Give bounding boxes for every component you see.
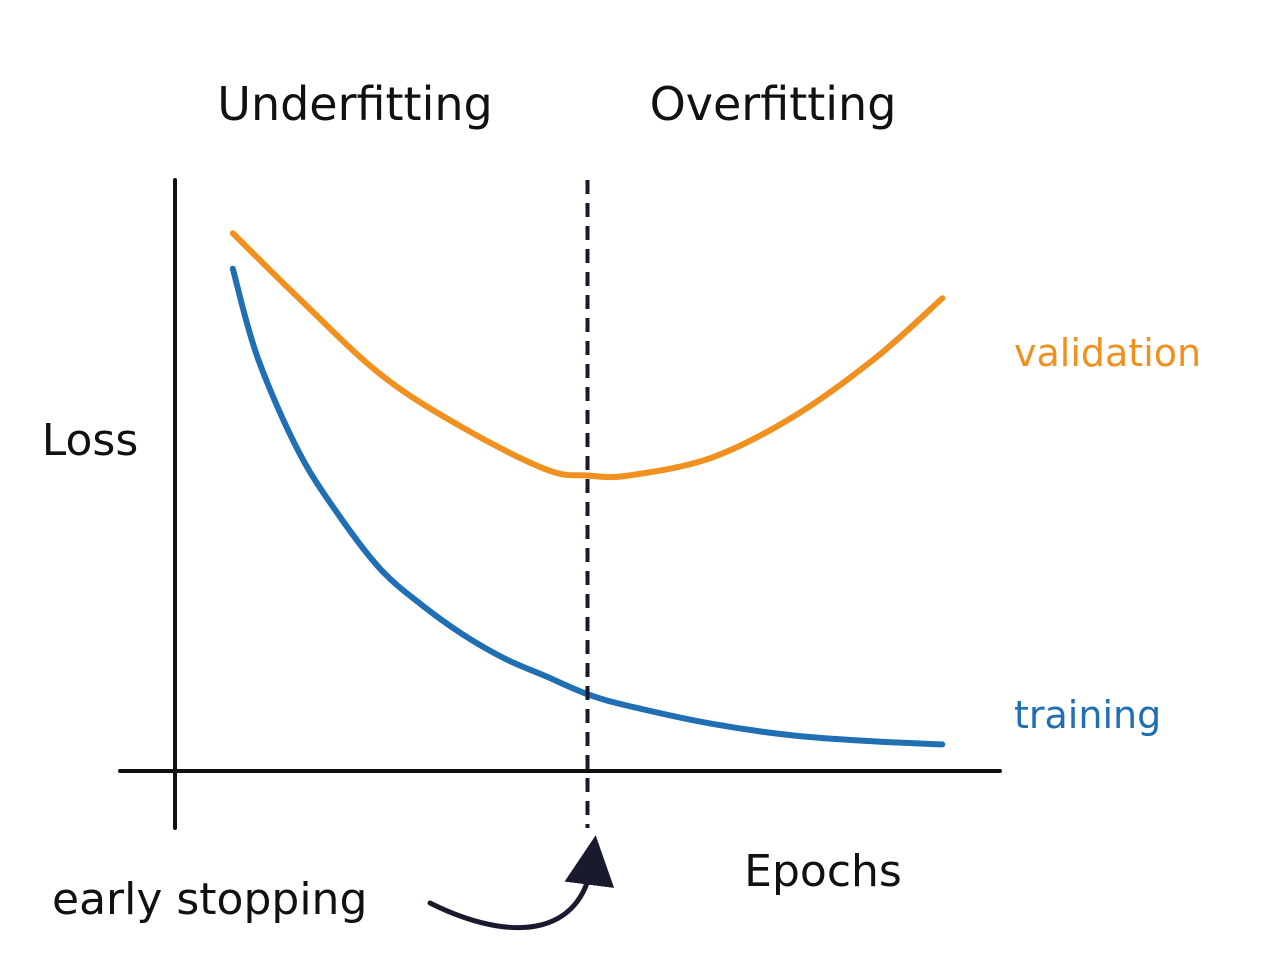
series-label-training: training [1014, 693, 1161, 737]
early-stopping-arrow [427, 835, 615, 931]
series-line-validation [229, 230, 946, 481]
series-line-training [229, 265, 946, 748]
x-axis-label: Epochs [744, 846, 902, 897]
series-label-validation: validation [1014, 331, 1201, 375]
region-label-underfitting: Underfitting [217, 77, 492, 131]
region-label-overfitting: Overfitting [650, 77, 897, 131]
y-axis-label: Loss [42, 415, 139, 466]
early-stopping-label: early stopping [52, 874, 367, 925]
